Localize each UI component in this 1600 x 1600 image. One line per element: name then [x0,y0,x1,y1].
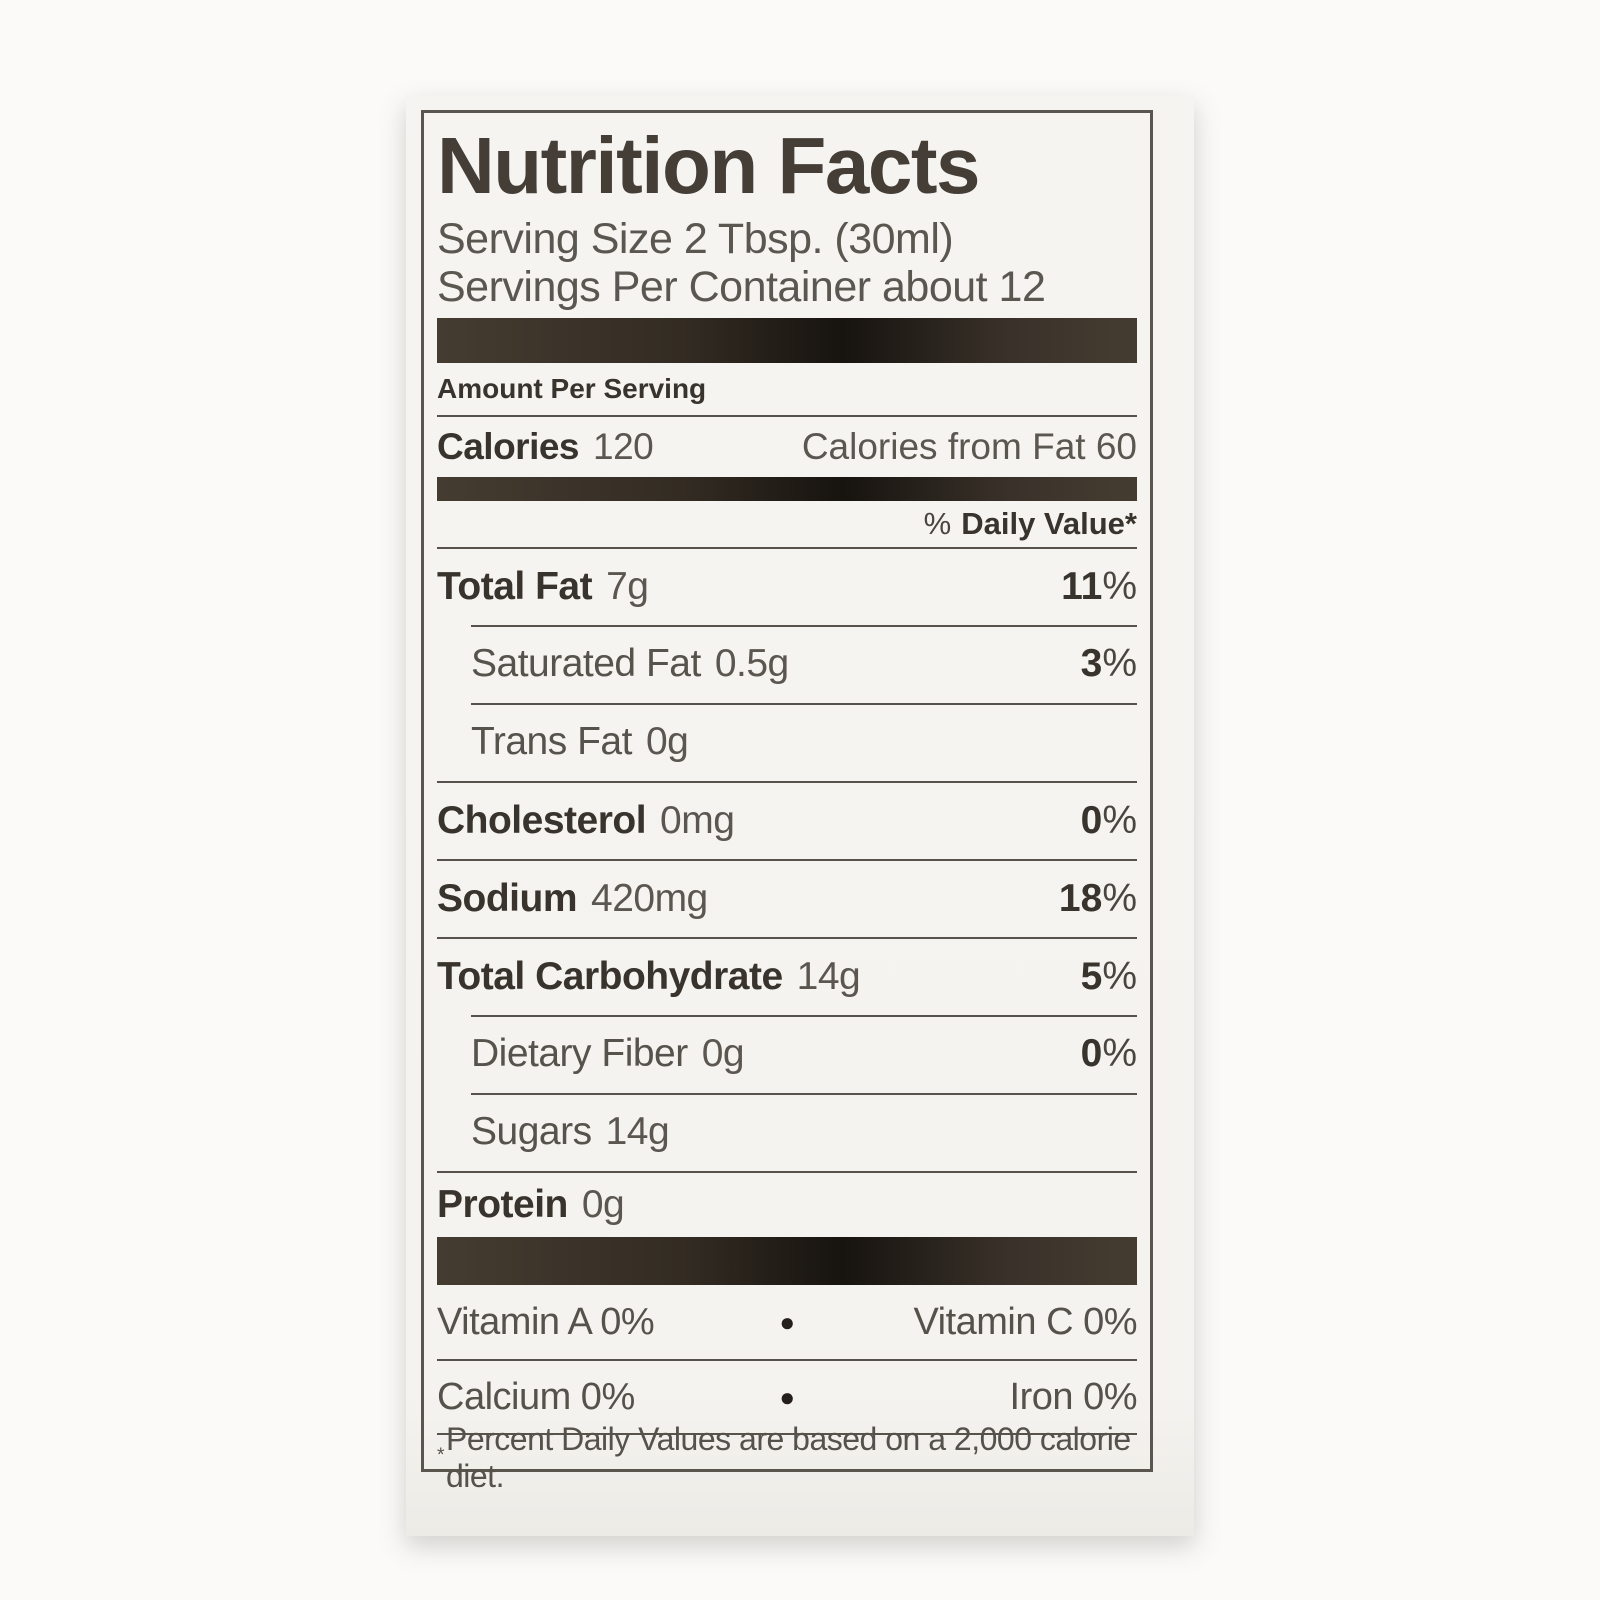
label-paper: Nutrition Facts Serving Size 2 Tbsp. (30… [406,96,1194,1536]
vitamin-c-value: Vitamin C 0% [913,1300,1137,1343]
nutrient-name: Sugars [471,1110,592,1153]
bullet-icon: ● [779,1382,795,1412]
nutrient-amount: 0mg [660,799,735,842]
amount-per-serving: Amount Per Serving [437,373,707,404]
separator-bar-thick-bottom [437,1237,1137,1285]
row-saturated-fat: Saturated Fat 0.5g 3% [437,625,1137,703]
footnote-asterisk: * [437,1445,444,1466]
servings-per-container: Servings Per Container about 12 [437,262,1046,311]
row-protein: Protein 0g [437,1171,1137,1237]
nutrient-amount: 14g [605,1110,670,1153]
nutrient-name: Saturated Fat [471,642,701,685]
footnote: * Percent Daily Values are based on a 2,… [437,1421,1137,1494]
nutrient-amount: 420mg [591,877,708,920]
row-cholesterol: Cholesterol 0mg 0% [437,781,1137,859]
nutrient-name: Cholesterol [437,799,647,842]
vitamin-a-value: Vitamin A 0% [437,1300,655,1343]
nutrient-name: Total Carbohydrate [437,955,783,998]
nutrient-name: Total Fat [437,565,593,608]
daily-value: 18% [1058,877,1137,920]
daily-value-header: % Daily Value* [437,501,1137,547]
row-dietary-fiber: Dietary Fiber 0g 0% [437,1015,1137,1093]
nutrition-label: Nutrition Facts Serving Size 2 Tbsp. (30… [421,110,1153,1494]
nutrient-amount: 7g [606,565,649,608]
daily-value: 11% [1061,565,1137,608]
nutrient-name: Dietary Fiber [471,1032,688,1075]
serving-size: Serving Size 2 Tbsp. (30ml) [437,214,954,263]
row-sugars: Sugars 14g [437,1093,1137,1171]
nutrient-name: Trans Fat [471,720,632,763]
nutrient-amount: 0g [701,1032,745,1075]
daily-value: 0% [1080,1032,1137,1075]
calcium-value: Calcium 0% [437,1375,635,1418]
daily-value: 5% [1080,955,1137,998]
separator-bar-medium [437,477,1137,501]
label-title: Nutrition Facts [437,121,980,210]
daily-value-header-text: Daily Value* [961,506,1137,541]
row-total-carbohydrate: Total Carbohydrate 14g 5% [437,937,1137,1015]
nutrient-amount: 0g [581,1183,625,1226]
micronutrient-row-vitamins: Vitamin A 0% ● Vitamin C 0% [437,1285,1138,1359]
nutrient-name: Sodium [437,877,578,920]
footnote-text: Percent Daily Values are based on a 2,00… [445,1421,1131,1494]
nutrient-name: Protein [437,1183,568,1226]
calories-label: Calories [437,426,580,467]
calories-row: Calories 120 Calories from Fat 60 [437,415,1137,477]
row-sodium: Sodium 420mg 18% [437,859,1137,937]
calories-from-fat: Calories from Fat 60 [801,426,1137,467]
calories-value: 120 [593,426,654,467]
daily-value: 0% [1080,799,1137,842]
micronutrient-row-minerals: Calcium 0% ● Iron 0% [437,1359,1138,1433]
row-total-fat: Total Fat 7g 11% [437,547,1137,625]
nutrient-amount: 0.5g [714,642,789,685]
bullet-icon: ● [779,1307,795,1337]
iron-value: Iron 0% [1009,1375,1138,1418]
daily-value-percent-sign: % [923,506,952,541]
daily-value: 3% [1080,642,1137,685]
nutrient-amount: 0g [645,720,689,763]
nutrient-amount: 14g [796,955,861,998]
row-trans-fat: Trans Fat 0g [437,703,1137,781]
separator-bar-thick-top [437,318,1137,363]
